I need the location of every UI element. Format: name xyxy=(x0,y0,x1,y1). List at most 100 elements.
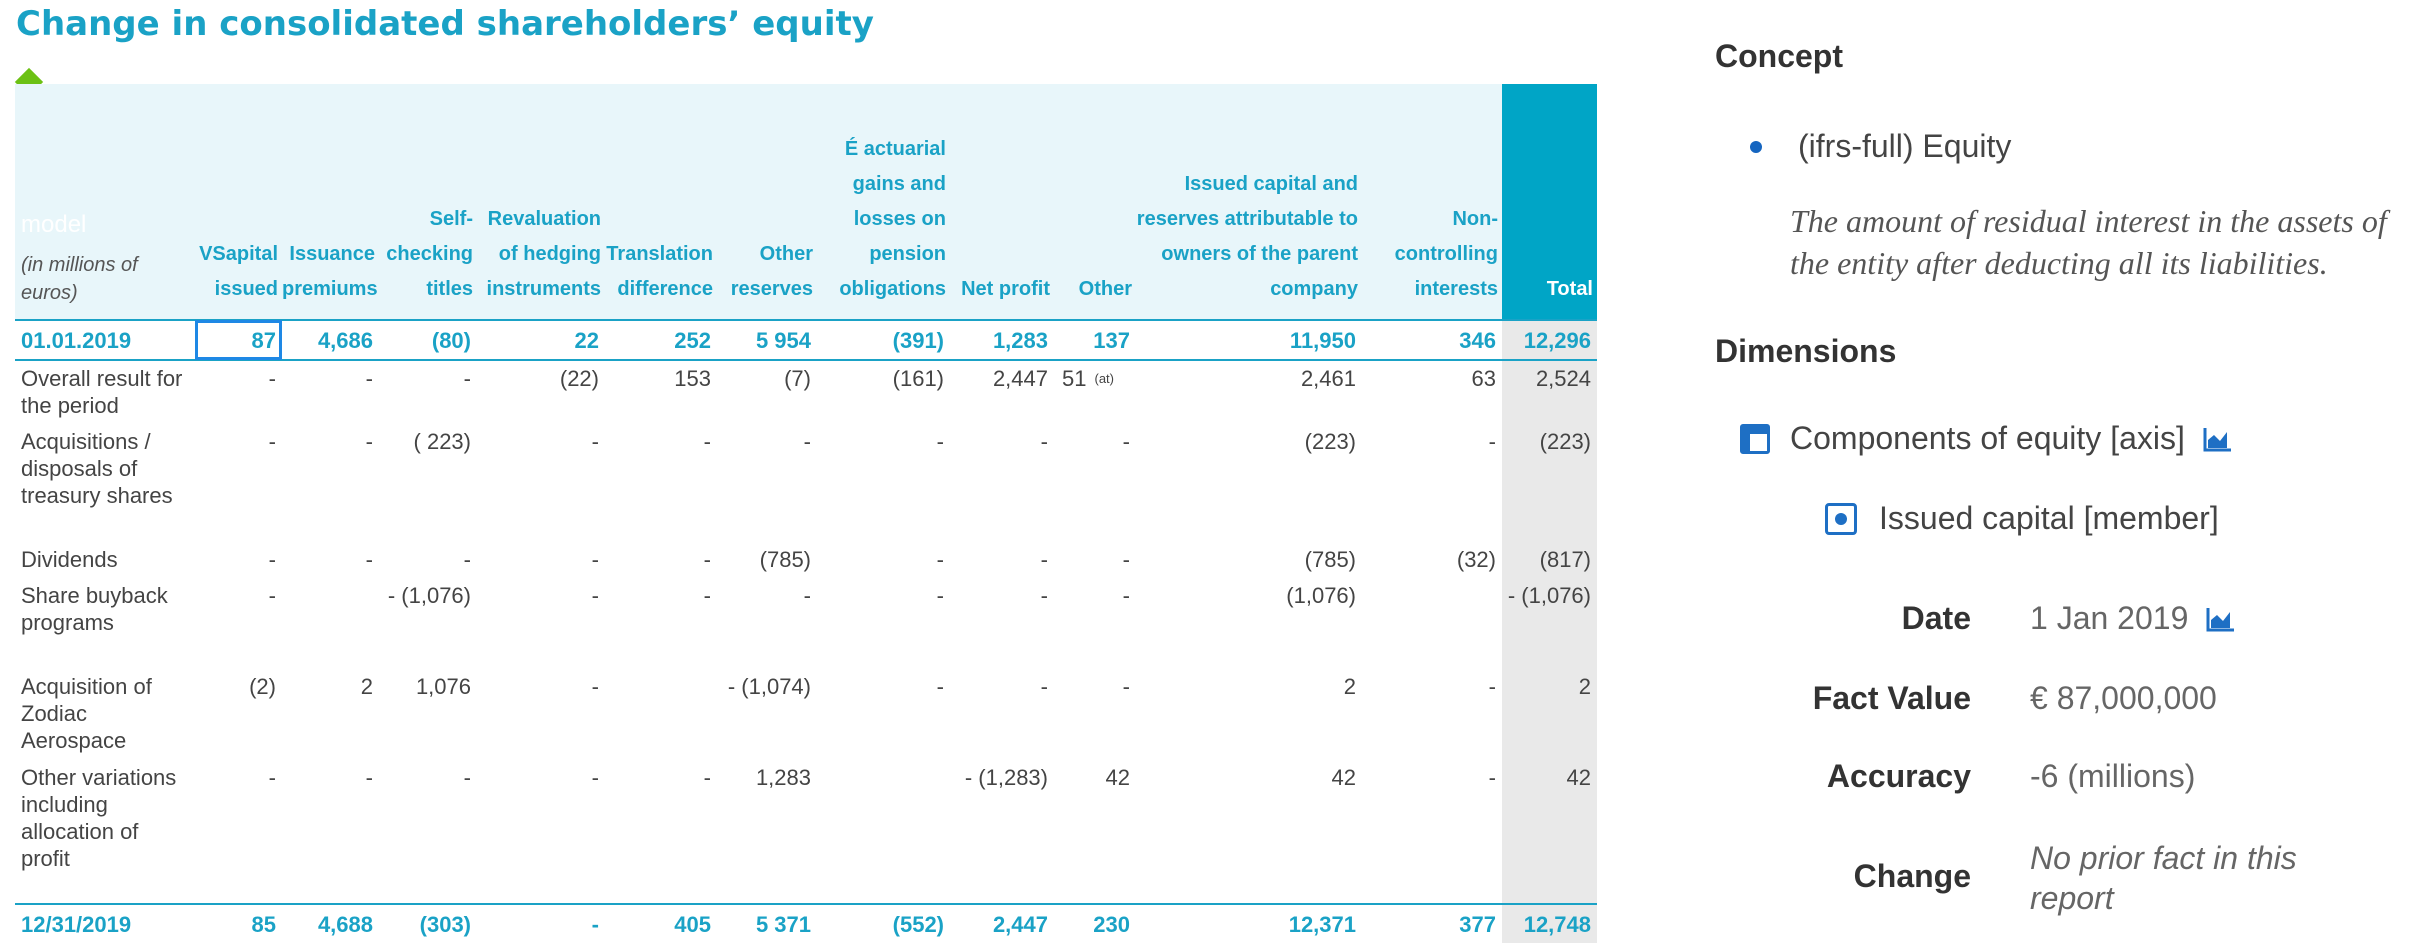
chart-icon[interactable] xyxy=(2206,606,2236,632)
table-cell[interactable]: - xyxy=(1122,547,1130,572)
table-cell[interactable]: 1,076 xyxy=(415,674,471,699)
table-cell[interactable]: ( 223) xyxy=(413,429,471,454)
table-cell-total[interactable]: 12,296 xyxy=(1502,320,1597,361)
table-cell[interactable]: - xyxy=(803,583,811,608)
header-units-label: (in millions of euros) xyxy=(21,254,138,304)
table-cell[interactable]: - xyxy=(1488,429,1496,454)
table-cell[interactable]: - xyxy=(268,547,276,572)
table-cell[interactable]: 405 xyxy=(605,903,717,943)
table-cell[interactable]: (552) xyxy=(817,903,950,943)
table-cell[interactable]: 137 xyxy=(1054,320,1136,361)
table-cell[interactable]: - xyxy=(268,765,276,790)
table-cell[interactable]: 5 954 xyxy=(717,320,817,361)
table-cell[interactable]: (80) xyxy=(379,320,477,361)
table-cell[interactable]: - xyxy=(703,547,711,572)
table-cell[interactable]: - xyxy=(1122,583,1130,608)
table-cell-total[interactable]: 2 xyxy=(1502,669,1597,760)
table-cell[interactable]: 22 xyxy=(477,320,605,361)
table-cell[interactable]: 51 (at) xyxy=(1054,360,1136,424)
table-cell[interactable]: - xyxy=(1040,583,1048,608)
table-cell[interactable]: (32) xyxy=(1456,547,1496,572)
table-cell[interactable]: - (1,074) xyxy=(727,674,811,699)
table-cell[interactable]: - xyxy=(1122,429,1130,454)
table-cell[interactable]: 4,688 xyxy=(282,903,379,943)
table-cell[interactable]: - xyxy=(1040,547,1048,572)
table-cell[interactable]: (22) xyxy=(559,366,599,391)
table-cell[interactable]: 12,371 xyxy=(1136,903,1362,943)
table-cell[interactable]: 42 xyxy=(1331,765,1356,790)
dimension-axis-item[interactable]: Components of equity [axis] xyxy=(1740,420,2233,457)
table-cell[interactable]: 11,950 xyxy=(1136,320,1362,361)
concept-item[interactable]: (ifrs-full) Equity xyxy=(1750,128,2011,165)
table-cell[interactable]: 2 xyxy=(360,674,373,699)
table-cell[interactable]: - xyxy=(803,429,811,454)
table-cell[interactable]: - xyxy=(365,429,373,454)
table-cell[interactable]: 4,686 xyxy=(282,320,379,361)
table-cell[interactable]: - xyxy=(703,583,711,608)
table-cell[interactable]: 42 xyxy=(1105,765,1130,790)
table-cell[interactable]: - xyxy=(1040,429,1048,454)
footnote-marker: (at) xyxy=(1094,371,1114,386)
table-cell[interactable]: (1,076) xyxy=(1286,583,1356,608)
table-cell[interactable]: - xyxy=(268,366,276,391)
table-cell[interactable]: 153 xyxy=(674,366,711,391)
table-cell[interactable]: - xyxy=(936,674,944,699)
table-cell[interactable]: - xyxy=(936,429,944,454)
table-cell[interactable]: - xyxy=(268,429,276,454)
table-cell[interactable]: - xyxy=(936,547,944,572)
table-cell[interactable]: 2,461 xyxy=(1300,366,1356,391)
table-cell[interactable]: (2) xyxy=(249,674,276,699)
table-cell-total[interactable]: 12,748 xyxy=(1502,903,1597,943)
table-cell[interactable]: 63 xyxy=(1471,366,1496,391)
table-cell[interactable]: - xyxy=(365,547,373,572)
table-cell[interactable]: - xyxy=(1040,674,1048,699)
table-cell[interactable]: - xyxy=(365,765,373,790)
table-cell[interactable]: (391) xyxy=(817,320,950,361)
table-cell[interactable]: - (1,283) xyxy=(964,765,1048,790)
table-cell[interactable]: - (1,076) xyxy=(387,583,471,608)
table-cell[interactable]: - xyxy=(365,366,373,391)
table-cell[interactable]: 1,283 xyxy=(950,320,1054,361)
table-cell[interactable]: 2 xyxy=(1343,674,1356,699)
table-cell[interactable]: - xyxy=(703,765,711,790)
column-header: Revaluation of hedging instruments xyxy=(477,84,605,321)
table-cell-total[interactable]: 42 xyxy=(1502,760,1597,904)
table-cell[interactable]: 377 xyxy=(1362,903,1502,943)
table-cell[interactable]: - xyxy=(591,583,599,608)
table-cell[interactable]: - xyxy=(463,547,471,572)
table-cell[interactable]: (7) xyxy=(784,366,811,391)
table-cell[interactable]: 85 xyxy=(195,903,282,943)
table-cell[interactable]: - xyxy=(1488,765,1496,790)
table-cell[interactable]: - xyxy=(477,903,605,943)
table-cell[interactable]: 2,447 xyxy=(992,366,1048,391)
table-cell[interactable]: (223) xyxy=(1304,429,1356,454)
table-cell[interactable]: 346 xyxy=(1362,320,1502,361)
table-cell[interactable]: - xyxy=(463,765,471,790)
table-cell[interactable]: - xyxy=(1488,674,1496,699)
table-cell[interactable]: 1,283 xyxy=(755,765,811,790)
table-cell[interactable]: 252 xyxy=(605,320,717,361)
table-cell[interactable]: (785) xyxy=(759,547,811,572)
table-cell[interactable]: (785) xyxy=(1304,547,1356,572)
table-cell-total[interactable]: (223) xyxy=(1502,424,1597,542)
table-cell-total[interactable]: - (1,076) xyxy=(1362,578,1597,669)
table-cell[interactable]: 2,447 xyxy=(950,903,1054,943)
table-cell[interactable]: - xyxy=(463,366,471,391)
table-cell-total[interactable]: 2,524 xyxy=(1502,360,1597,424)
table-cell-total[interactable]: (817) xyxy=(1502,542,1597,578)
table-cell[interactable]: - xyxy=(936,583,944,608)
dimension-member-item[interactable]: Issued capital [member] xyxy=(1825,500,2219,537)
table-cell[interactable]: 5 371 xyxy=(717,903,817,943)
table-cell[interactable]: - xyxy=(591,674,599,699)
table-cell[interactable]: (303) xyxy=(379,903,477,943)
table-cell[interactable]: - xyxy=(591,765,599,790)
chart-icon[interactable] xyxy=(2203,426,2233,452)
table-cell[interactable]: (161) xyxy=(892,366,944,391)
selected-fact-cell[interactable]: 87 xyxy=(195,320,282,361)
table-cell[interactable]: - xyxy=(1122,674,1130,699)
table-cell[interactable]: - xyxy=(591,429,599,454)
table-cell[interactable]: 230 xyxy=(1054,903,1136,943)
table-cell[interactable]: - xyxy=(703,429,711,454)
table-cell[interactable]: - xyxy=(591,547,599,572)
table-cell[interactable]: - xyxy=(268,583,276,608)
